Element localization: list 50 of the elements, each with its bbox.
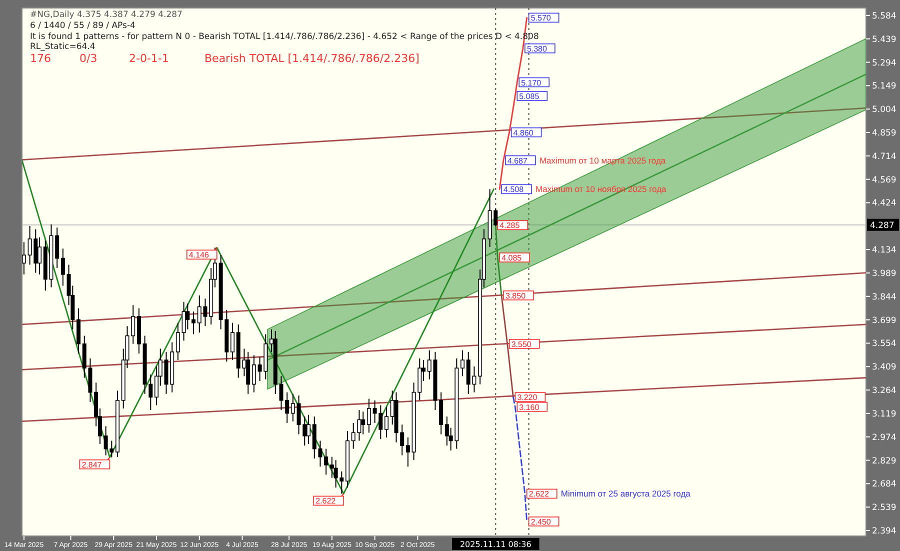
- y-tick-label: 2.974: [872, 432, 896, 443]
- y-tick-label: 4.569: [872, 175, 896, 186]
- annotation: 176: [30, 52, 51, 65]
- annotation: 5.170: [521, 78, 542, 88]
- annotation: 2.622: [316, 496, 336, 506]
- annotation: 3.160: [519, 402, 540, 412]
- annotation: 4.085: [502, 253, 522, 262]
- annotation: 4.285: [500, 221, 520, 230]
- y-tick-label: 2.539: [872, 503, 896, 514]
- y-tick-label: 5.439: [872, 34, 896, 45]
- y-tick-label: 4.859: [872, 128, 896, 138]
- annotation: 2.450: [530, 517, 552, 526]
- chart-title: #NG,Daily 4.375 4.387 4.279 4.287: [30, 10, 182, 20]
- annotation: 4.687: [507, 156, 528, 166]
- y-tick-label: 5.584: [872, 11, 896, 22]
- annotation: 4.860: [513, 128, 534, 138]
- annotation: Minimum от 25 августа 2025 года: [560, 488, 691, 499]
- y-tick-label: 2.394: [872, 526, 896, 537]
- y-tick-label: 5.149: [872, 82, 896, 92]
- annotation: 3.220: [517, 393, 538, 402]
- y-tick-label: 3.264: [872, 386, 896, 396]
- y-tick-label: 2.829: [872, 456, 896, 466]
- annotation: 2.847: [82, 460, 102, 470]
- y-tick-label: 3.554: [872, 339, 896, 350]
- annotation: 3.850: [506, 291, 526, 300]
- annotation: RL_Static=64.4: [30, 42, 96, 52]
- annotation: 5.085: [519, 92, 540, 101]
- annotation: Bearish TOTAL [1.414/.786/.786/2.236]: [204, 52, 420, 65]
- text: 6 / 1440 / 55 / 89 / APs-4: [30, 21, 136, 31]
- annotation: 0/3: [80, 52, 98, 65]
- y-tick-label: 4.714: [872, 152, 896, 162]
- ref-line-label: 4.287: [870, 220, 894, 231]
- annotation: 5.570: [530, 14, 552, 23]
- annotation: 4.508: [504, 185, 524, 194]
- annotation: 4.146: [188, 250, 210, 260]
- y-tick-label: 2.684: [872, 480, 896, 490]
- y-tick-label: 5.004: [872, 105, 896, 116]
- y-tick-label: 4.134: [872, 246, 896, 256]
- y-tick-label: 3.844: [872, 292, 896, 302]
- y-tick-label: 3.409: [872, 362, 896, 373]
- y-tick-label: 3.989: [872, 268, 896, 279]
- annotation: 3.550: [511, 340, 532, 349]
- annotation: 5.380: [526, 44, 548, 54]
- y-tick-label: 3.119: [872, 409, 896, 420]
- ref-line-label: 2025.11.11 08:36: [460, 540, 532, 549]
- y-tick-label: 5.294: [872, 58, 896, 68]
- y-tick-label: 4.424: [872, 198, 896, 209]
- y-tick-label: 3.699: [872, 316, 896, 326]
- annotation: 2.622: [528, 490, 550, 499]
- annotation: 2-0-1-1: [129, 52, 169, 65]
